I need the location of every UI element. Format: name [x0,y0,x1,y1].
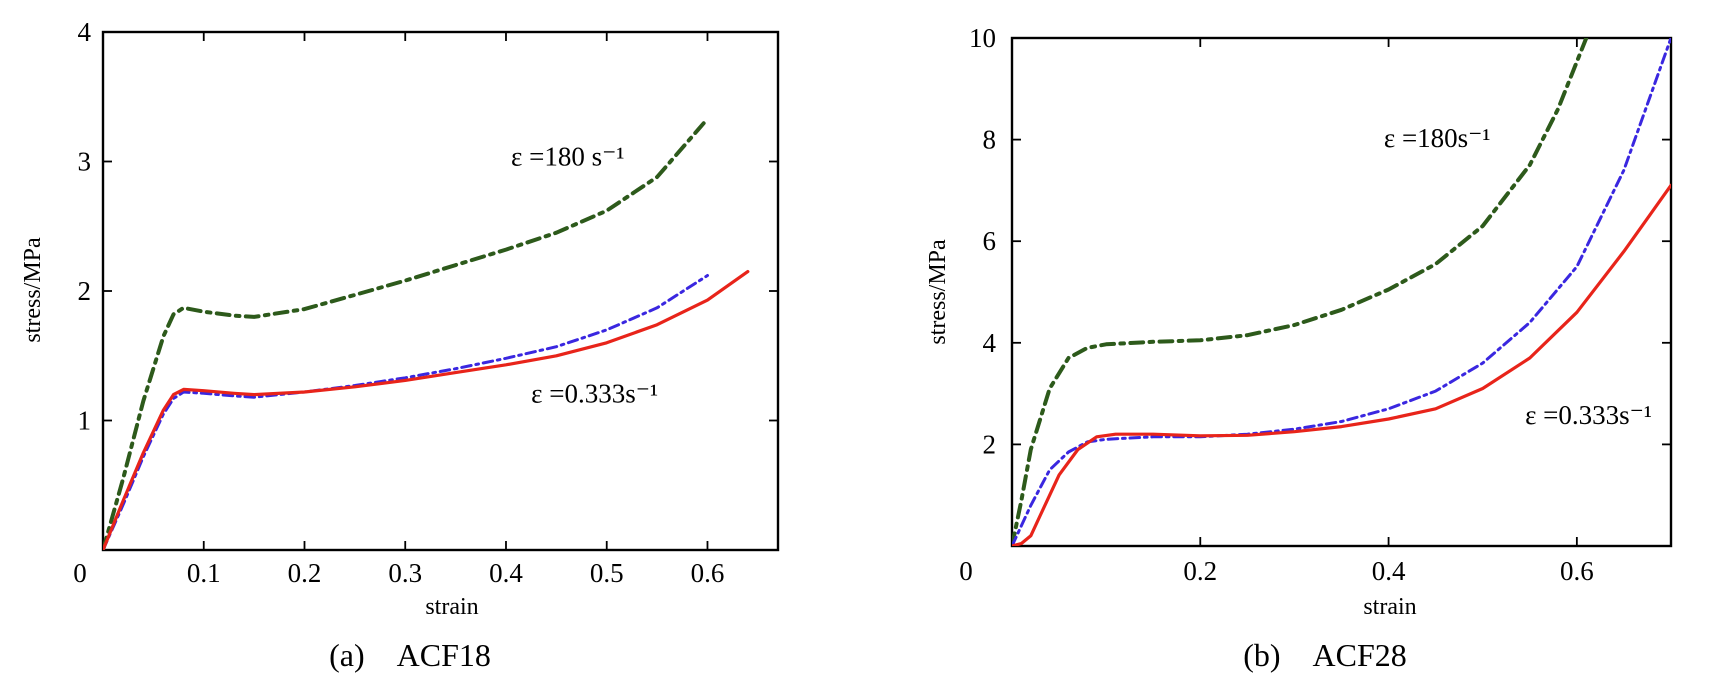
x-tick-label: 0.3 [388,558,422,588]
y-axis-title: stress/MPa [925,239,951,345]
annotation-label: ε =0.333s⁻¹ [1525,400,1652,430]
x-tick-label: 0.4 [489,558,523,588]
x-tick-label: 0.5 [590,558,624,588]
y-tick-label: 6 [983,226,997,256]
curve-intermediate-line [103,274,709,550]
x-tick-label: 0.6 [1560,556,1594,586]
panel-a: 0.1 0.2 0.3 0.4 0.5 0.6 1 2 3 4 0 strain stress/MPa ε… [20,17,780,673]
panel-b: 0.2 0.4 0.6 2 4 6 8 10 0 strain stress/MPa ε =180s⁻… [925,23,1673,673]
curve-180-line [103,116,710,550]
panel-caption: (b) ACF28 [1243,637,1407,673]
plot-frame [101,30,780,552]
annotation-label: ε =180 s⁻¹ [511,141,624,171]
y-tick-label: 4 [983,328,997,358]
y-tick-label: 2 [78,276,92,306]
x-tick-label: 0.6 [691,558,725,588]
y-tick-label: 10 [969,23,996,53]
x-tick-label: 0.4 [1372,556,1406,586]
annotation-label: ε =180s⁻¹ [1384,123,1491,153]
y-tick-label: 2 [983,429,997,459]
annotation-label: ε =0.333s⁻¹ [531,378,658,408]
curve-0333-line [103,270,750,550]
curve-intermediate-line [1012,38,1671,546]
y-tick-label: 8 [983,125,997,155]
curve-180-line [1012,38,1589,546]
x-axis-title: strain [425,594,478,620]
x-tick-label: 0.1 [187,558,221,588]
plot-frame [1010,36,1673,548]
x-tick-label: 0.2 [1183,556,1217,586]
x-axis-title: strain [1363,594,1416,620]
x-tick-label: 0.2 [288,558,322,588]
y-tick-label: 4 [78,17,92,47]
origin-label: 0 [959,556,973,586]
y-axis-title: stress/MPa [20,237,46,343]
curve-0333-line [1012,183,1671,546]
y-tick-label: 1 [78,406,92,436]
y-tick-label: 3 [78,147,92,177]
panel-caption: (a) ACF18 [329,637,491,673]
origin-label: 0 [73,558,87,588]
